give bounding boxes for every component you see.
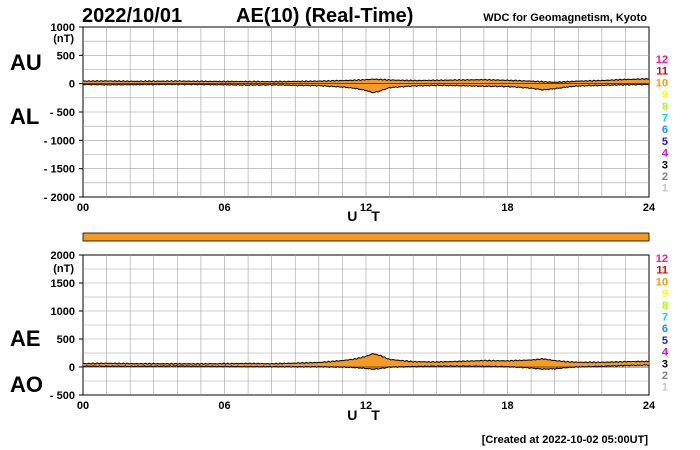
x-tick-label: 06 <box>218 202 230 214</box>
legend-entry-2: 2 <box>662 171 668 183</box>
legend-entry-6: 6 <box>662 323 668 335</box>
x-tick-label: 00 <box>77 202 89 214</box>
station-count-bar <box>82 232 650 242</box>
legend-entry-7: 7 <box>662 312 668 324</box>
x-axis-title-bottom: U T <box>347 407 385 423</box>
plot-title: AE(10) (Real-Time) <box>236 5 413 27</box>
x-tick-label: 24 <box>643 202 656 214</box>
y-tick-label: - 2000 <box>44 192 75 204</box>
x-axis-title-top: U T <box>347 208 385 224</box>
series-band <box>83 78 649 93</box>
y-tick-label: 0 <box>69 362 75 374</box>
y-tick-label: - 1000 <box>44 135 75 147</box>
y-tick-label: - 1500 <box>44 164 75 176</box>
series-line-ae <box>82 352 650 365</box>
x-tick-label: 00 <box>77 400 89 412</box>
data-source: WDC for Geomagnetism, Kyoto <box>483 12 647 24</box>
legend-entry-1: 1 <box>662 183 668 195</box>
legend-entry-5: 5 <box>662 136 668 148</box>
y-tick-label: 1000 <box>51 306 75 318</box>
legend-entry-10: 10 <box>656 77 668 89</box>
legend-entry-4: 4 <box>662 148 669 160</box>
ao-label: AO <box>10 372 43 397</box>
x-tick-label: 18 <box>501 202 513 214</box>
series-line-al <box>82 83 650 94</box>
legend-entry-10: 10 <box>656 276 668 288</box>
series-line-ao <box>82 364 650 371</box>
legend-entry-11: 11 <box>656 265 668 277</box>
legend-entry-6: 6 <box>662 124 668 136</box>
y-tick-label: - 500 <box>50 390 75 402</box>
ae-label: AE <box>10 326 41 351</box>
created-timestamp: [Created at 2022-10-02 05:00UT] <box>482 434 649 446</box>
legend-entry-3: 3 <box>662 159 668 171</box>
legend-entry-8: 8 <box>662 101 668 113</box>
x-tick-label: 18 <box>501 400 513 412</box>
legend-entry-4: 4 <box>662 347 669 359</box>
plot-date: 2022/10/01 <box>82 5 182 27</box>
y-tick-label: 500 <box>57 50 75 62</box>
x-tick-label: 06 <box>218 400 230 412</box>
al-label: AL <box>10 104 39 129</box>
legend-entry-9: 9 <box>662 89 668 101</box>
legend-entry-1: 1 <box>662 382 668 394</box>
y-tick-label: 500 <box>57 334 75 346</box>
legend-entry-12: 12 <box>656 253 668 265</box>
unit-label-bottom: (nT) <box>53 263 74 275</box>
y-tick-label: 2000 <box>51 250 75 262</box>
x-tick-label: 12 <box>360 202 372 214</box>
legend-entry-11: 11 <box>656 66 668 78</box>
legend-entry-5: 5 <box>662 335 668 347</box>
y-tick-label: 1000 <box>51 22 75 34</box>
au-label: AU <box>10 50 42 75</box>
legend-entry-12: 12 <box>656 54 668 66</box>
legend-entry-9: 9 <box>662 288 668 300</box>
legend-entry-3: 3 <box>662 358 668 370</box>
legend-entry-2: 2 <box>662 370 668 382</box>
y-tick-label: 1500 <box>51 278 75 290</box>
legend-entry-7: 7 <box>662 113 668 125</box>
x-tick-label: 24 <box>643 400 656 412</box>
x-tick-label: 12 <box>360 400 372 412</box>
y-tick-label: 0 <box>69 79 75 91</box>
legend-entry-8: 8 <box>662 300 668 312</box>
unit-label-top: (nT) <box>53 33 74 45</box>
y-tick-label: - 500 <box>50 107 75 119</box>
series-band <box>83 353 649 370</box>
series-line-au <box>82 77 650 83</box>
